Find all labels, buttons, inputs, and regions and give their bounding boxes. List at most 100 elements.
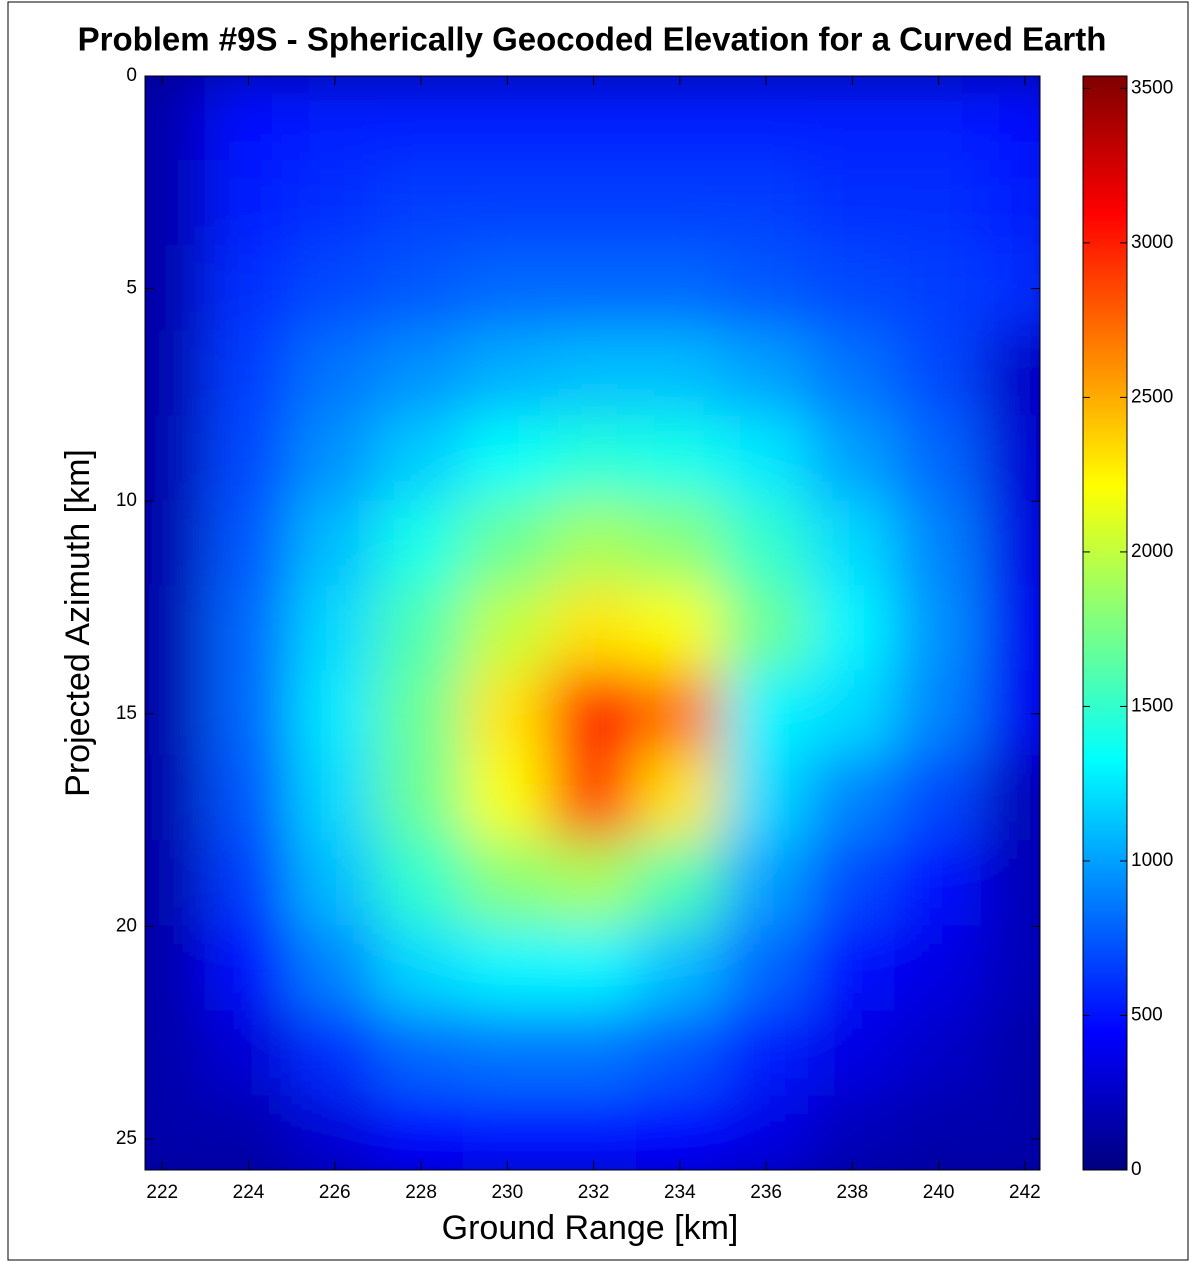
heat-cell (290, 76, 379, 163)
heat-cell (980, 925, 1040, 1013)
heat-cell (980, 670, 1040, 758)
heat-cell (635, 585, 724, 673)
heat-cell (635, 1095, 724, 1170)
heat-cell (549, 330, 638, 418)
heat-cell (808, 500, 897, 588)
heat-cell (635, 160, 724, 248)
heat-cell (376, 500, 466, 588)
heat-cell (894, 76, 983, 163)
heat-cell (290, 330, 379, 418)
heat-cell (721, 415, 811, 503)
heat-cell (549, 76, 638, 163)
y-tick-label: 15 (116, 703, 137, 724)
heat-cell (376, 1010, 466, 1098)
heat-cell (376, 755, 466, 843)
heat-cell (290, 755, 379, 843)
heat-cell (290, 1095, 379, 1170)
heat-cell (376, 160, 466, 248)
heat-cell (204, 330, 293, 418)
heat-cell (204, 585, 293, 673)
heat-cell (549, 1010, 638, 1098)
heat-cell (980, 500, 1040, 588)
x-tick-label: 224 (233, 1182, 265, 1203)
heat-cell (463, 500, 552, 588)
heat-cell (894, 585, 983, 673)
heat-cell (721, 160, 811, 248)
heat-cell (635, 755, 724, 843)
heat-cell (376, 1095, 466, 1170)
heat-cell (721, 1010, 811, 1098)
x-tick-label: 240 (923, 1182, 955, 1203)
x-tick-label: 236 (750, 1182, 782, 1203)
colorbar-tick-label: 500 (1131, 1004, 1163, 1025)
heat-cell (721, 755, 811, 843)
heat-cell (980, 1095, 1040, 1170)
heat-cell (721, 76, 811, 163)
heat-cell (463, 670, 552, 758)
heat-cell (549, 755, 638, 843)
heat-cell (290, 415, 379, 503)
heat-cell (635, 840, 724, 928)
heat-cell (980, 585, 1040, 673)
heat-cell (808, 1010, 897, 1098)
heat-cell (145, 925, 207, 1013)
x-tick-label: 232 (578, 1182, 610, 1203)
colorbar-tick-label: 1000 (1131, 850, 1173, 871)
heat-cell (376, 76, 466, 163)
heat-cell (808, 670, 897, 758)
heat-cell (290, 585, 379, 673)
y-tick-label: 20 (116, 915, 137, 936)
x-tick-label: 238 (837, 1182, 869, 1203)
heat-cell (376, 670, 466, 758)
heat-cell (463, 585, 552, 673)
x-tick-label: 226 (319, 1182, 351, 1203)
y-tick-label: 5 (126, 278, 137, 299)
heat-cell (145, 840, 207, 928)
heat-cell (145, 1095, 207, 1170)
heat-cell (808, 160, 897, 248)
heat-cell (721, 925, 811, 1013)
heat-cell (463, 755, 552, 843)
x-tick-label: 228 (405, 1182, 437, 1203)
colorbar-tick-label: 3000 (1131, 232, 1173, 253)
x-tick-label: 242 (1009, 1182, 1041, 1203)
heat-cell (894, 840, 983, 928)
heat-cell (290, 925, 379, 1013)
y-tick-label: 0 (126, 65, 137, 86)
heat-cell (808, 755, 897, 843)
heat-cell (635, 76, 724, 163)
heat-cell (721, 840, 811, 928)
heat-cell (145, 415, 207, 503)
heat-cell (376, 245, 466, 333)
heat-cell (204, 415, 293, 503)
heat-cell (145, 585, 207, 673)
heat-cell (463, 160, 552, 248)
heat-cell (808, 925, 897, 1013)
heat-cell (290, 500, 379, 588)
colorbar (1082, 75, 1128, 1171)
heat-cell (376, 415, 466, 503)
heat-cell (376, 840, 466, 928)
heat-cell (808, 585, 897, 673)
heat-cell (376, 330, 466, 418)
heat-cell (549, 925, 638, 1013)
heat-cell (463, 330, 552, 418)
heat-cell (549, 670, 638, 758)
colorbar-tick-label: 0 (1131, 1159, 1142, 1180)
colorbar-tick-label: 3500 (1131, 77, 1173, 98)
heat-cell (721, 330, 811, 418)
heat-cell (980, 330, 1040, 418)
heat-cell (549, 245, 638, 333)
x-tick-label: 230 (491, 1182, 523, 1203)
heat-cell (463, 415, 552, 503)
heatmap-cells (145, 76, 1040, 1170)
heat-cell (549, 1095, 638, 1170)
y-tick-label: 25 (116, 1128, 137, 1149)
heat-cell (463, 76, 552, 163)
x-tick-label: 234 (664, 1182, 696, 1203)
heat-cell (808, 415, 897, 503)
heat-cell (808, 330, 897, 418)
heat-cell (204, 76, 293, 163)
heat-cell (894, 330, 983, 418)
heat-cell (463, 840, 552, 928)
